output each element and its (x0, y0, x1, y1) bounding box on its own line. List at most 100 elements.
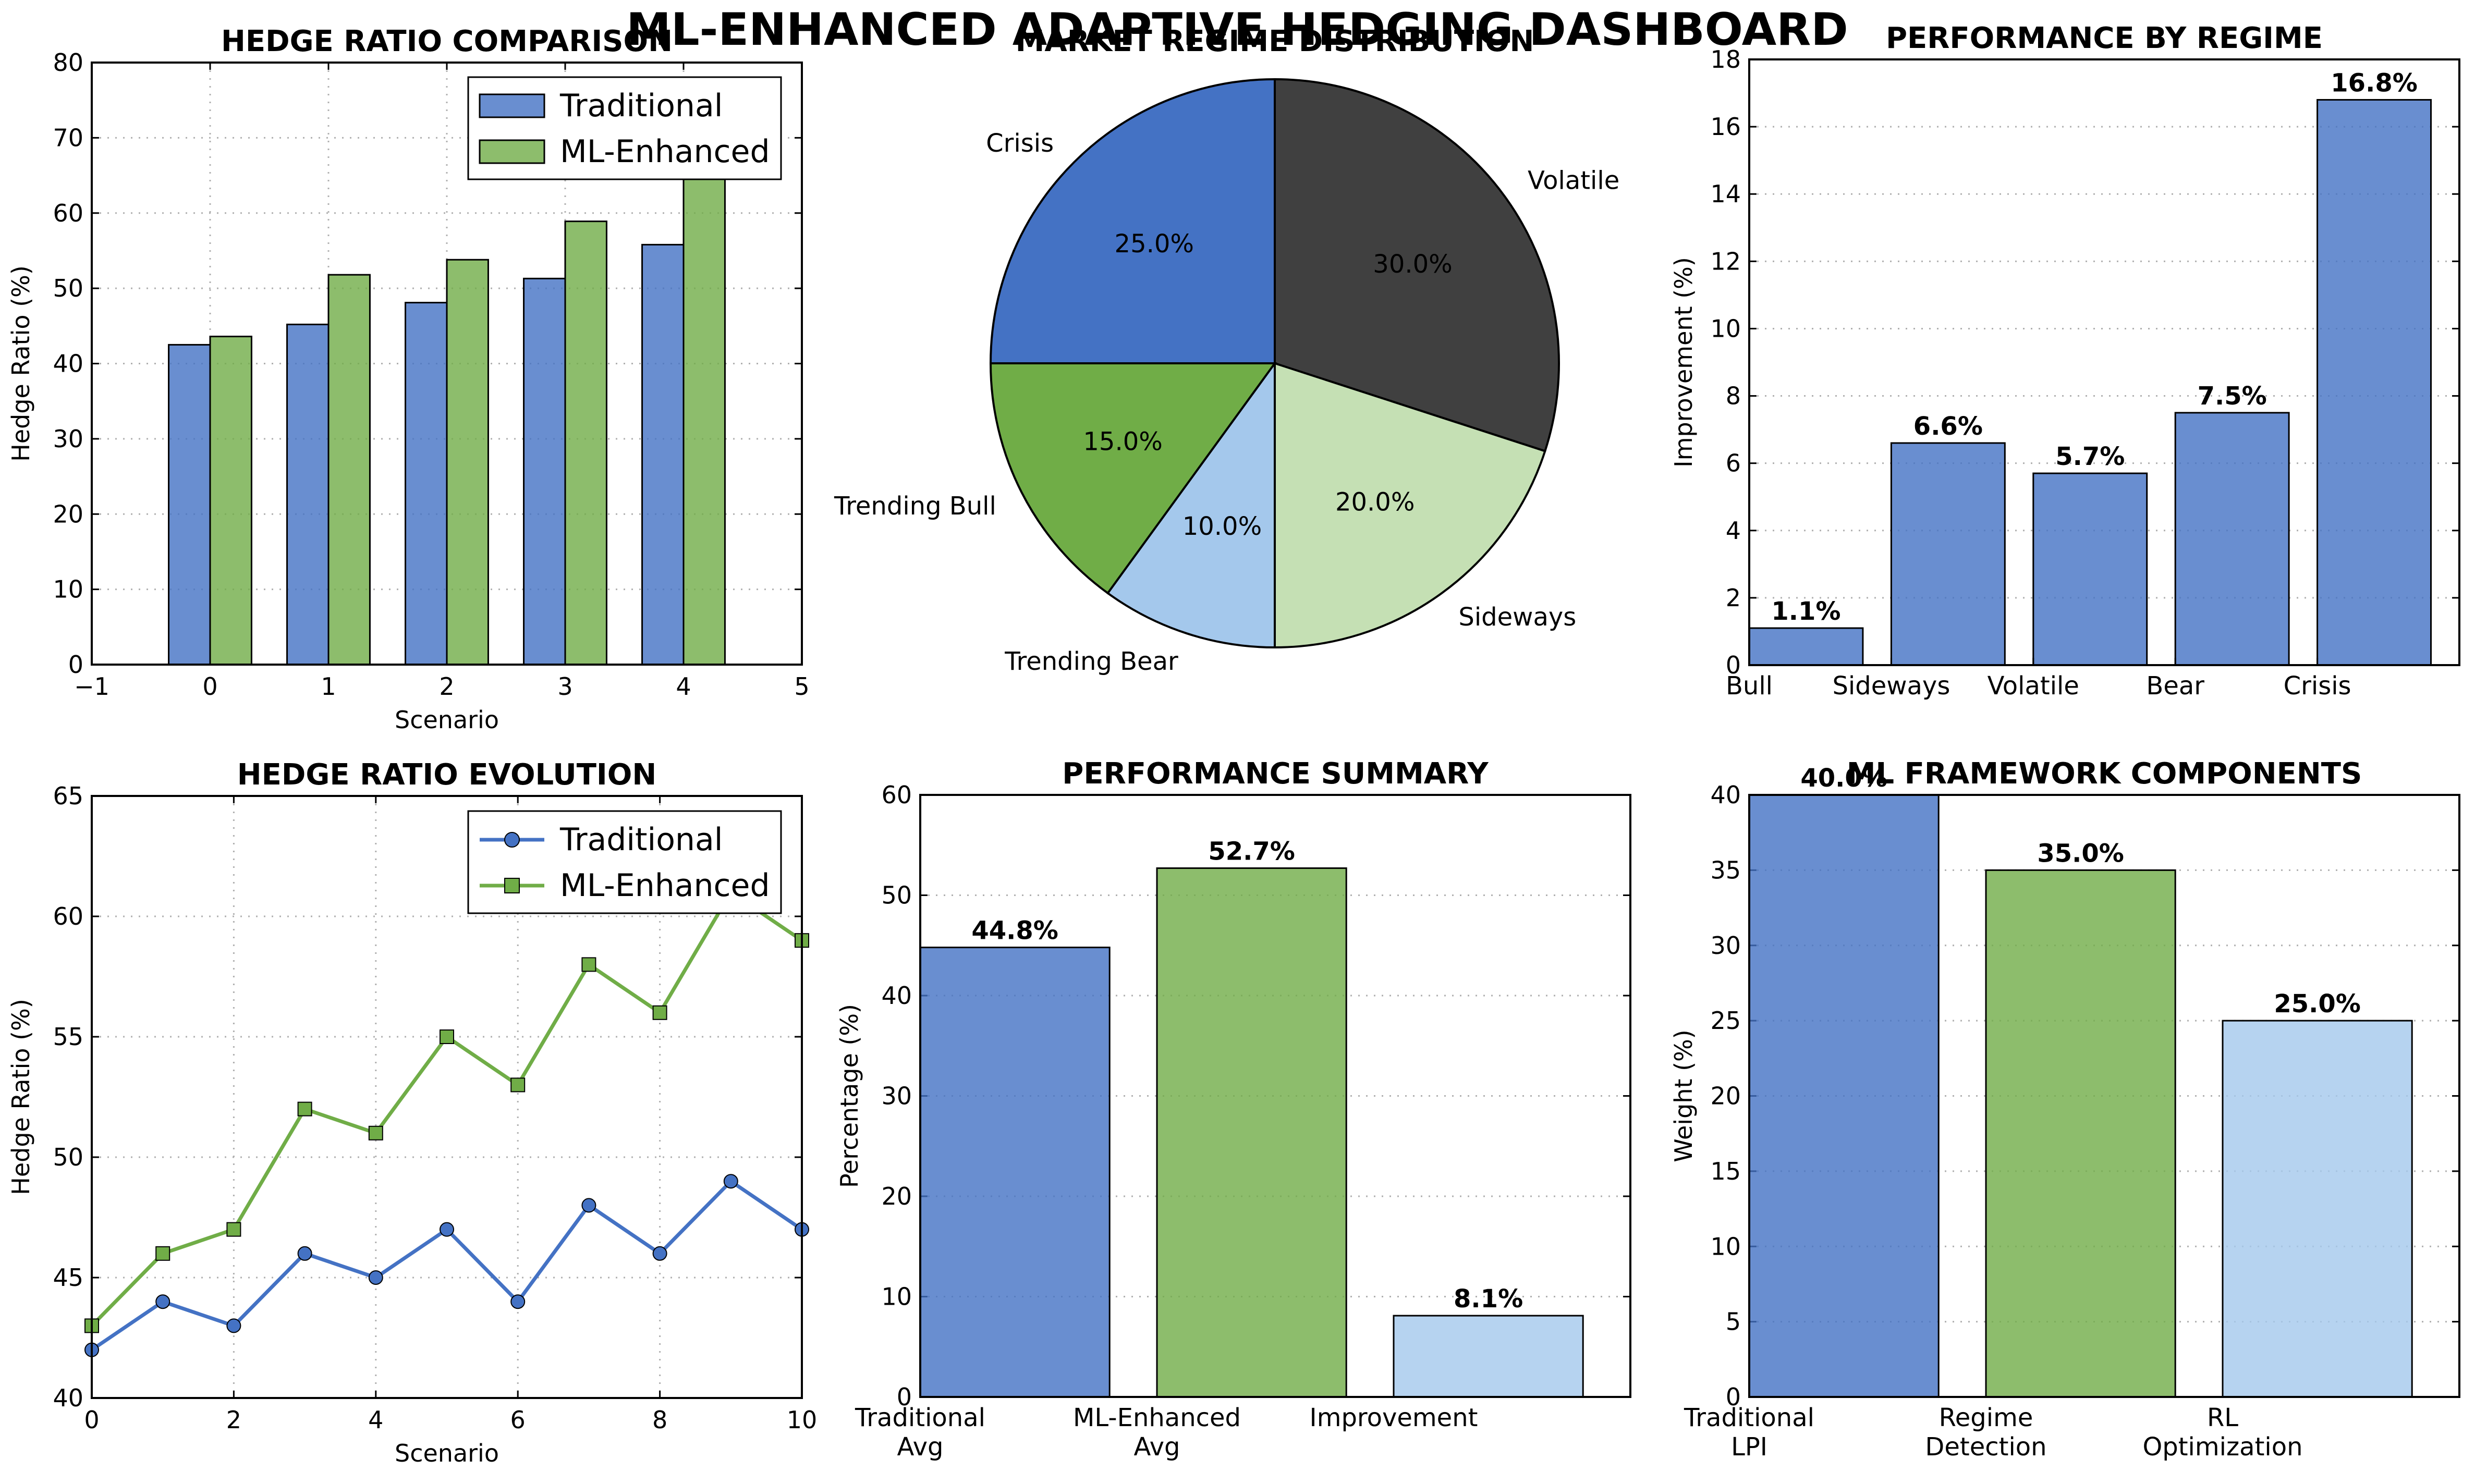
ml-framework-components-panel: ML FRAMEWORK COMPONENTS 0 5 10 15 20 25 30 35 40… (1669, 757, 2460, 1462)
hrc-y-tick-label: 80 (53, 48, 83, 77)
hrc-x-tick-label: 4 (676, 672, 691, 701)
hrc-y-tick-label: 60 (53, 199, 83, 227)
hrc-bar (327, 274, 371, 666)
pbr-y-tick-label: 12 (1710, 247, 1741, 275)
pbr-bar-value-label: 7.5% (2198, 382, 2267, 411)
mfc-x-tick-label: Traditional (1684, 1403, 1814, 1432)
hrc-plot-frame (91, 62, 803, 666)
ps-bar-value-label: 52.7% (1208, 837, 1295, 866)
pbr-x-tick-label: Sideways (1832, 671, 1950, 701)
hre-plot-frame (91, 795, 803, 1399)
performance-summary-title: PERFORMANCE SUMMARY (1062, 757, 1489, 791)
hre-point (297, 1101, 312, 1117)
hre-y-tick-label: 60 (53, 902, 83, 930)
mfc-bar (1985, 869, 2176, 1398)
hrc-x-axis-label: Scenario (395, 706, 499, 734)
pbr-y-tick-label: 0 (1726, 651, 1741, 679)
mrd-slice-percent-label: 25.0% (1115, 229, 1194, 259)
performance-by-regime-title: PERFORMANCE BY REGIME (1886, 21, 2323, 55)
hrc-legend-label: Traditional (559, 88, 723, 124)
hrc-y-tick-label: 50 (53, 274, 83, 302)
mfc-bar (1748, 794, 1940, 1398)
mfc-plot-frame (1748, 794, 2460, 1398)
ps-y-tick-label: 10 (881, 1283, 912, 1311)
mfc-y-tick-label: 40 (1710, 781, 1741, 809)
ps-y-tick-label: 60 (881, 781, 912, 809)
hrc-y-tick-label: 10 (53, 575, 83, 604)
ps-x-tick-label: Improvement (1310, 1403, 1478, 1432)
hre-x-tick-label: 8 (652, 1406, 667, 1434)
pbr-x-tick-label: Bear (2146, 671, 2204, 701)
mfc-x-tick-label: LPI (1731, 1432, 1767, 1462)
hrc-bar (523, 277, 566, 666)
mfc-y-tick-label: 30 (1710, 931, 1741, 960)
hre-point (652, 1005, 667, 1020)
pbr-y-tick-label: 8 (1726, 382, 1741, 410)
mfc-y-tick-label: 20 (1710, 1082, 1741, 1110)
pbr-y-tick-label: 18 (1710, 45, 1741, 73)
hrc-y-tick-label: 40 (53, 350, 83, 378)
hre-y-tick-label: 45 (53, 1264, 83, 1292)
hre-point (581, 1198, 596, 1213)
hre-point (297, 1246, 312, 1261)
hedge-ratio-evolution-title: HEDGE RATIO EVOLUTION (237, 758, 656, 792)
hrc-legend-swatch (479, 139, 545, 164)
pbr-bar (2174, 412, 2290, 666)
pbr-y-tick-label: 4 (1726, 517, 1741, 545)
pbr-bar (1748, 627, 1864, 666)
hre-point (723, 1174, 738, 1189)
mfc-y-axis-label: Weight (%) (1669, 1029, 1698, 1162)
performance-summary-panel: PERFORMANCE SUMMARY 0 10 20 30 40 50 60 44.8% Tr… (835, 757, 1631, 1462)
mfc-bar-value-label: 35.0% (2037, 839, 2124, 868)
hre-x-tick-label: 0 (84, 1406, 99, 1434)
ps-x-tick-label: Avg (1134, 1432, 1180, 1462)
hrc-y-tick-label: 20 (53, 500, 83, 528)
ps-y-axis-label: Percentage (%) (835, 1004, 863, 1188)
ps-y-tick-label: 40 (881, 982, 912, 1010)
hrc-y-tick-label: 70 (53, 124, 83, 152)
mrd-slice-label: Crisis (986, 129, 1054, 158)
mfc-bar-value-label: 25.0% (2274, 989, 2361, 1019)
hre-x-tick-label: 10 (787, 1406, 818, 1434)
hrc-x-tick-label: 1 (321, 672, 336, 701)
hre-legend-marker (504, 832, 520, 848)
hrc-bar (564, 220, 607, 666)
ps-bar-value-label: 44.8% (971, 916, 1058, 946)
hre-point (368, 1270, 383, 1285)
pbr-bar-value-label: 5.7% (2055, 442, 2125, 471)
ps-x-tick-label: Traditional (855, 1403, 985, 1432)
hre-y-axis-label: Hedge Ratio (%) (7, 999, 35, 1195)
ps-y-tick-label: 0 (897, 1383, 912, 1411)
hre-point (510, 1294, 526, 1309)
hrc-bar (405, 302, 448, 666)
hre-legend-marker (504, 878, 520, 893)
mrd-slice-percent-label: 10.0% (1182, 512, 1262, 541)
ps-bar (1156, 867, 1347, 1398)
hrc-y-tick-label: 0 (68, 651, 83, 679)
mrd-slice-trending-bear (1106, 360, 1276, 649)
hedge-ratio-comparison-title: HEDGE RATIO COMPARISON (221, 24, 673, 58)
mfc-y-tick-label: 15 (1710, 1157, 1741, 1185)
ps-plot-frame (919, 794, 1631, 1398)
mrd-slice-label: Trending Bear (1004, 647, 1178, 676)
hre-point (581, 957, 596, 972)
hre-point (155, 1246, 170, 1261)
ml-framework-components-title: ML FRAMEWORK COMPONENTS (1847, 757, 2362, 791)
mfc-x-tick-label: Regime (1939, 1403, 2033, 1432)
mrd-slice-trending-bull (989, 362, 1277, 595)
hre-point (440, 1222, 454, 1237)
hre-x-tick-label: 4 (368, 1406, 383, 1434)
ps-x-tick-label: Avg (897, 1432, 944, 1462)
ps-x-tick-label: ML-Enhanced (1073, 1403, 1241, 1432)
pbr-y-tick-label: 10 (1710, 314, 1741, 342)
pbr-y-tick-label: 6 (1726, 449, 1741, 477)
mrd-slice-volatile (1274, 78, 1560, 452)
hre-legend-label: Traditional (559, 821, 723, 858)
market-regime-distribution-title: MARKET REGIME DISTRIBUTION (1016, 24, 1534, 58)
hre-point (226, 1318, 241, 1333)
mfc-y-tick-label: 0 (1726, 1383, 1741, 1411)
pbr-bar-value-label: 1.1% (1771, 597, 1840, 626)
mfc-x-tick-label: RL (2207, 1403, 2238, 1432)
pbr-x-tick-label: Bull (1726, 671, 1773, 701)
hre-x-axis-label: Scenario (395, 1439, 499, 1467)
